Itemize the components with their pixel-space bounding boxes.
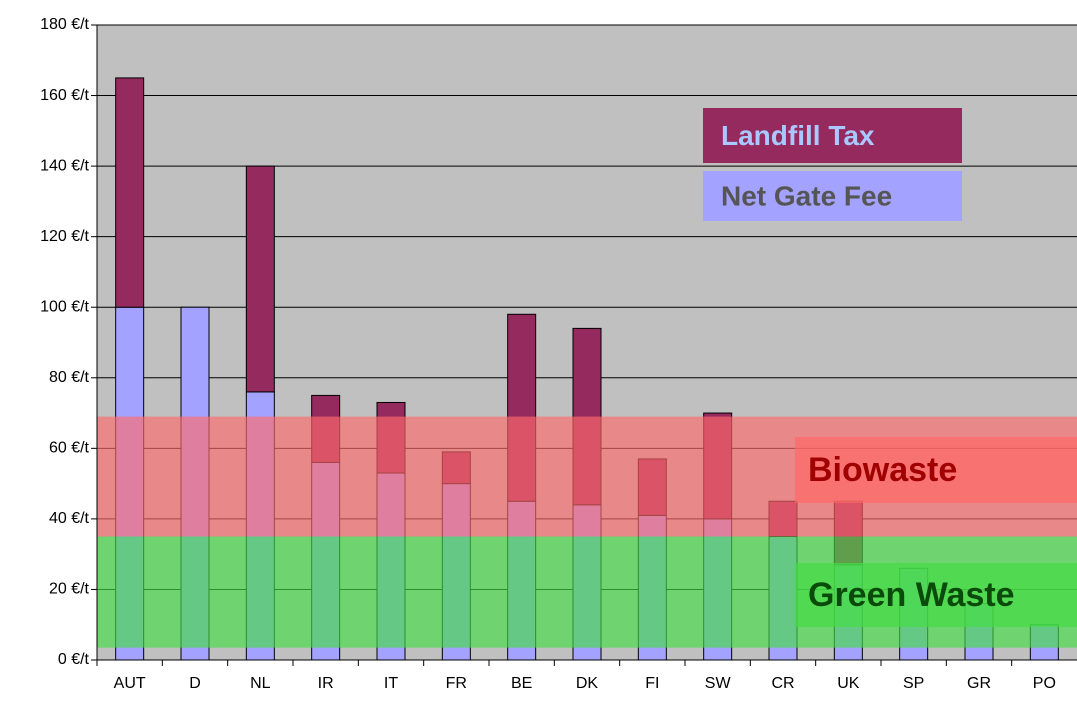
band-label: Green Waste bbox=[808, 576, 1015, 614]
y-tick-label: 40 €/t bbox=[49, 510, 90, 527]
y-tick-label: 160 €/t bbox=[40, 87, 89, 104]
y-tick-label: 120 €/t bbox=[40, 228, 89, 245]
x-tick-label: D bbox=[189, 675, 201, 692]
y-tick-label: 100 €/t bbox=[40, 298, 89, 315]
legend-label: Landfill Tax bbox=[721, 120, 875, 151]
x-tick-label: BE bbox=[511, 675, 532, 692]
y-tick-label: 140 €/t bbox=[40, 157, 89, 174]
legend-label: Net Gate Fee bbox=[721, 180, 892, 211]
x-tick-label: PO bbox=[1033, 675, 1056, 692]
y-tick-label: 20 €/t bbox=[49, 581, 90, 598]
x-tick-label: AUT bbox=[114, 675, 146, 692]
bar-segment bbox=[245, 165, 275, 393]
x-tick-label: SW bbox=[705, 675, 732, 692]
x-tick-label: GR bbox=[967, 675, 991, 692]
bar-segment bbox=[115, 77, 145, 308]
y-tick-label: 180 €/t bbox=[40, 16, 89, 33]
legend-swatch bbox=[703, 171, 962, 221]
x-tick-label: IT bbox=[384, 675, 398, 692]
band-label: Biowaste bbox=[808, 451, 957, 489]
x-tick-label: FR bbox=[446, 675, 467, 692]
x-tick-label: DK bbox=[576, 675, 599, 692]
legend-swatch bbox=[703, 108, 962, 163]
band-label-box bbox=[795, 437, 1077, 503]
x-tick-label: IR bbox=[318, 675, 334, 692]
y-tick-label: 60 €/t bbox=[49, 440, 90, 457]
x-tick-label: CR bbox=[771, 675, 794, 692]
x-tick-label: UK bbox=[837, 675, 860, 692]
x-tick-label: FI bbox=[645, 675, 659, 692]
x-tick-label: SP bbox=[903, 675, 924, 692]
band-label-box bbox=[795, 563, 1077, 627]
x-tick-label: NL bbox=[250, 675, 271, 692]
y-tick-label: 0 €/t bbox=[58, 651, 90, 668]
y-tick-label: 80 €/t bbox=[49, 369, 90, 386]
